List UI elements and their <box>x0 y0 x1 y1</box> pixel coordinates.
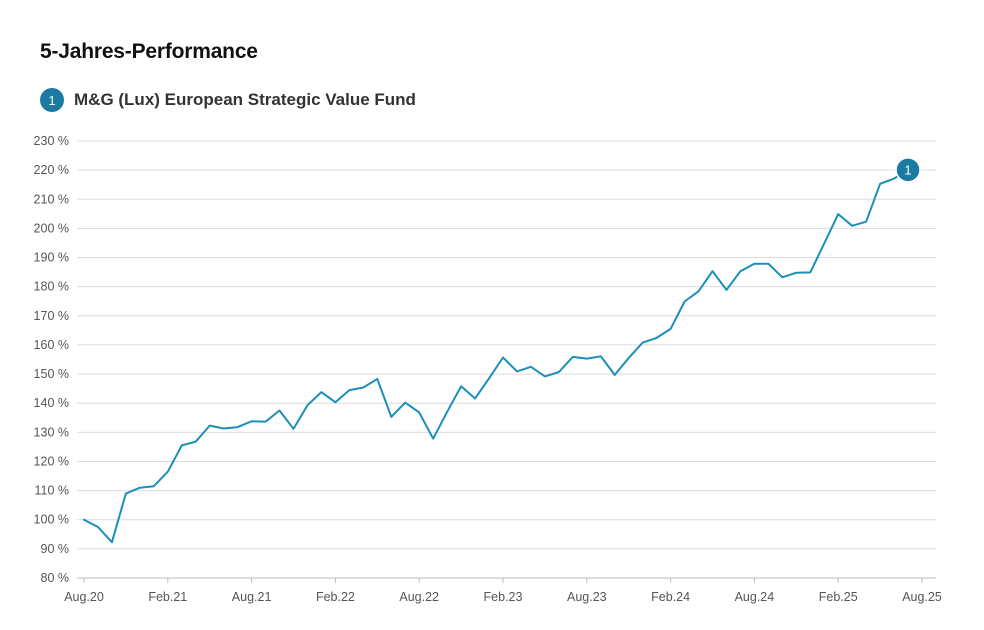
legend-item[interactable]: 1 M&G (Lux) European Strategic Value Fun… <box>40 88 416 112</box>
x-tick-label: Aug.24 <box>735 590 775 604</box>
y-tick-label: 170 % <box>34 309 69 323</box>
x-tick-label: Feb.22 <box>316 590 355 604</box>
y-tick-label: 210 % <box>34 192 69 206</box>
y-tick-label: 90 % <box>41 542 70 556</box>
y-tick-label: 120 % <box>34 454 69 468</box>
x-tick-label: Feb.23 <box>484 590 523 604</box>
y-tick-label: 100 % <box>34 513 69 527</box>
y-tick-label: 160 % <box>34 338 69 352</box>
x-tick-label: Aug.21 <box>232 590 272 604</box>
y-tick-label: 190 % <box>34 251 69 265</box>
x-tick-label: Feb.25 <box>819 590 858 604</box>
x-tick-label: Aug.22 <box>399 590 439 604</box>
x-tick-label: Aug.23 <box>567 590 607 604</box>
legend-label: M&G (Lux) European Strategic Value Fund <box>74 90 416 109</box>
y-tick-label: 80 % <box>41 571 70 585</box>
y-tick-label: 230 % <box>34 134 69 148</box>
y-tick-label: 180 % <box>34 280 69 294</box>
series-badge: 1 <box>40 88 64 112</box>
series-line <box>83 168 909 544</box>
chart-title: 5-Jahres-Performance <box>40 40 258 63</box>
x-tick-label: Feb.21 <box>148 590 187 604</box>
y-tick-label: 220 % <box>34 163 69 177</box>
y-tick-label: 140 % <box>34 396 69 410</box>
y-tick-label: 200 % <box>34 221 69 235</box>
y-tick-label: 130 % <box>34 425 69 439</box>
y-tick-label: 150 % <box>34 367 69 381</box>
series-end-badge <box>895 157 921 183</box>
x-tick-label: Feb.24 <box>651 590 690 604</box>
y-tick-label: 110 % <box>34 484 69 498</box>
x-tick-label: Aug.20 <box>64 590 104 604</box>
series-end-badge-label: 1 <box>904 162 911 177</box>
x-tick-label: Aug.25 <box>902 590 942 604</box>
